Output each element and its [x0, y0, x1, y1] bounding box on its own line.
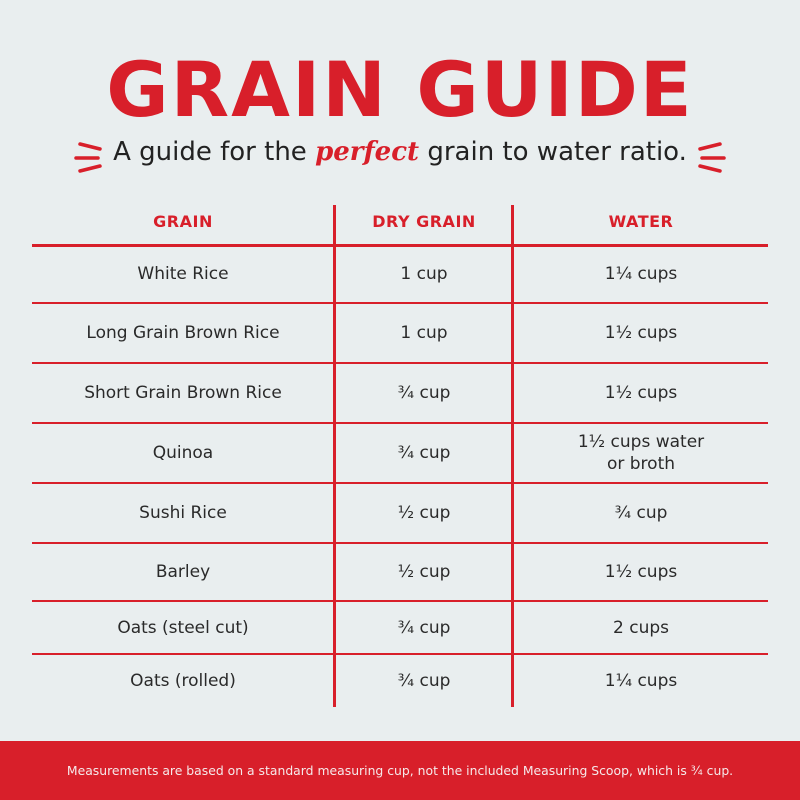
water-amount-cell: 2 cups	[613, 617, 669, 638]
dry-amount-cell: ¾ cup	[397, 617, 451, 638]
column-header-dry-grain: DRY GRAIN	[372, 211, 476, 231]
emphasis-dashes-left-icon	[74, 142, 102, 173]
water-amount-cell: 1¼ cups	[604, 264, 678, 284]
column-header-water: WATER	[608, 211, 674, 231]
grain-name-cell: Sushi Rice	[139, 503, 227, 523]
water-amount-cell: 1½ cups water or broth	[577, 432, 705, 474]
dry-amount-cell: ½ cup	[397, 503, 451, 523]
row-divider	[32, 542, 768, 544]
grain-name-cell: Barley	[155, 562, 211, 582]
dry-amount-cell: ¾ cup	[397, 671, 451, 691]
dry-amount-cell: ¾ cup	[397, 443, 451, 463]
grain-name-cell: White Rice	[137, 264, 229, 284]
dry-amount-cell: 1 cup	[400, 323, 448, 343]
emphasis-dashes-right-icon	[698, 142, 726, 173]
subtitle-emphasis: perfect	[315, 137, 420, 167]
row-divider	[32, 482, 768, 484]
footer-note: Measurements are based on a standard mea…	[66, 763, 734, 778]
dry-amount-cell: 1 cup	[400, 264, 448, 284]
column-header-grain: GRAIN	[153, 211, 213, 231]
grain-name-cell: Oats (steel cut)	[117, 617, 249, 638]
water-amount-cell: 1¼ cups	[604, 671, 678, 691]
grain-name-cell: Long Grain Brown Rice	[86, 323, 280, 343]
grain-name-cell: Oats (rolled)	[130, 671, 236, 691]
water-amount-cell: 1½ cups	[604, 383, 678, 403]
column-divider	[333, 205, 336, 707]
subtitle-tail: grain to water ratio.	[419, 137, 687, 167]
column-divider	[511, 205, 514, 707]
row-divider	[32, 422, 768, 424]
water-amount-cell: ¾ cup	[614, 503, 668, 523]
subtitle-lead: A guide for the	[113, 137, 316, 167]
footer-banner: Measurements are based on a standard mea…	[0, 741, 800, 800]
row-divider	[32, 302, 768, 304]
grain-name-cell: Quinoa	[152, 443, 214, 463]
row-divider	[32, 600, 768, 602]
grain-name-cell: Short Grain Brown Rice	[84, 383, 282, 403]
water-amount-cell: 1½ cups	[604, 562, 678, 582]
water-amount-cell: 1½ cups	[604, 323, 678, 343]
header-divider	[32, 244, 768, 247]
dry-amount-cell: ½ cup	[397, 562, 451, 582]
dry-amount-cell: ¾ cup	[397, 383, 451, 403]
row-divider	[32, 362, 768, 364]
row-divider	[32, 653, 768, 655]
page-title: GRAIN GUIDE	[106, 45, 694, 134]
subtitle: A guide for the perfect grain to water r…	[0, 132, 800, 172]
